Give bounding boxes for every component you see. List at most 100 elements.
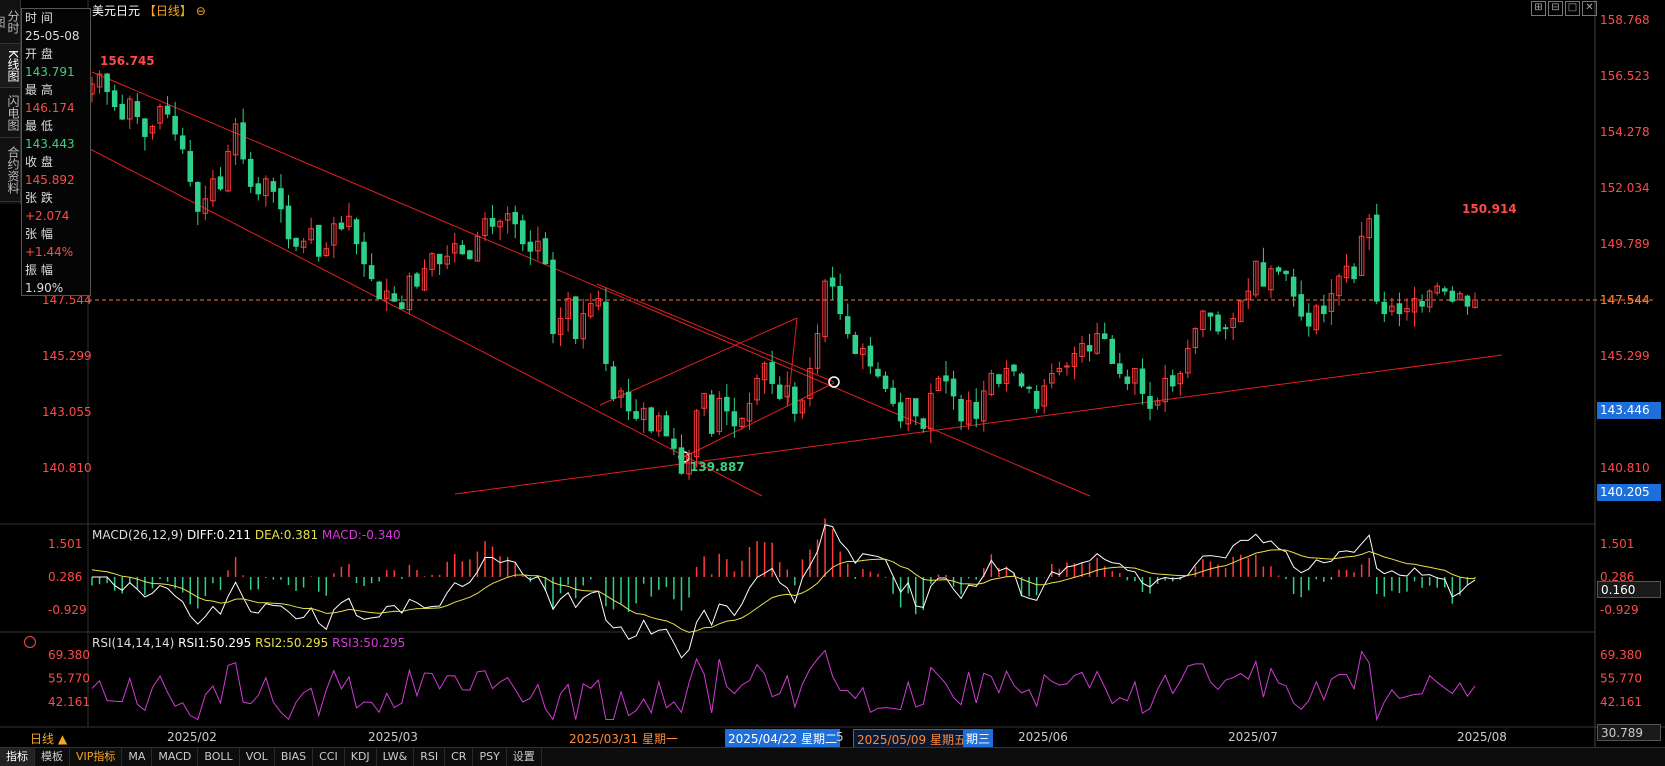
- rsi-axis-left: 42.161: [48, 695, 90, 709]
- macd-axis-right: 0.286: [1600, 570, 1634, 584]
- tab-cci[interactable]: CCI: [313, 748, 345, 766]
- tab-intraday[interactable]: 分时图: [0, 0, 20, 44]
- candle-body: [754, 377, 760, 401]
- close-icon[interactable]: ✕: [1582, 1, 1597, 16]
- macd-axis-left: 0.286: [48, 570, 82, 584]
- candle-body: [210, 178, 216, 202]
- macd-value: MACD:-0.340: [321, 528, 401, 542]
- candle-body: [814, 333, 821, 369]
- candle-body: [315, 224, 322, 257]
- tab-kdj[interactable]: KDJ: [345, 748, 377, 766]
- pct-label: 张 幅: [25, 227, 53, 241]
- rsi-axis-right: 55.770: [1600, 672, 1642, 686]
- date-highlight-0422: 2025/04/22 星期二: [725, 729, 840, 748]
- tab-lw[interactable]: LW&: [377, 748, 415, 766]
- current-price-label: 147.544: [1600, 293, 1650, 307]
- date-label-jun: 2025/06: [1018, 730, 1068, 744]
- candle-body: [331, 223, 337, 246]
- candle-body: [943, 375, 949, 382]
- candle-body: [1275, 267, 1282, 272]
- symbol-name: 美元日元: [92, 4, 141, 18]
- low-price-tag: 140.205: [1597, 484, 1661, 501]
- candle-body: [444, 255, 450, 265]
- candle-body: [414, 273, 420, 287]
- price-axis-label: 158.768: [1600, 13, 1650, 27]
- rsi-axis-bottom: 30.789: [1597, 724, 1661, 741]
- period-toggle[interactable]: 日线 ▲: [30, 732, 68, 746]
- date-axis: 日线 ▲ 2025/02 2025/03 2025/03/31 星期一 2025…: [0, 727, 1595, 750]
- tab-vip-indicator[interactable]: VIP指标: [70, 748, 123, 766]
- tab-indicator[interactable]: 指标: [0, 748, 35, 766]
- tab-macd[interactable]: MACD: [152, 748, 199, 766]
- maximize-icon[interactable]: □: [1565, 1, 1580, 16]
- candle-body: [1419, 300, 1425, 307]
- candle-body: [1154, 400, 1161, 406]
- candle-body: [950, 378, 957, 397]
- tab-vol[interactable]: VOL: [240, 748, 275, 766]
- candle-body: [474, 235, 481, 262]
- candle-body: [406, 275, 413, 311]
- tab-boll[interactable]: BOLL: [198, 748, 240, 766]
- candle-body: [882, 375, 889, 389]
- tab-kline[interactable]: K线图: [0, 44, 20, 88]
- circle-minus-icon[interactable]: ⊖: [195, 4, 206, 18]
- rsi-settings-icon[interactable]: [24, 636, 36, 648]
- candle-body: [149, 125, 156, 134]
- price-axis-label: 145.299: [1600, 349, 1650, 363]
- candle-body: [467, 250, 473, 260]
- tab-psy[interactable]: PSY: [473, 748, 507, 766]
- left-price-label: 143.055: [42, 405, 92, 419]
- tab-contract-info[interactable]: 合约资料: [0, 138, 20, 202]
- tab-ma[interactable]: MA: [122, 748, 153, 766]
- candle-body: [663, 415, 670, 437]
- price-axis-label: 156.523: [1600, 69, 1650, 83]
- candle-body: [1389, 305, 1395, 312]
- tab-bias[interactable]: BIAS: [275, 748, 314, 766]
- candle-body: [1434, 285, 1440, 294]
- candle-body: [240, 122, 246, 160]
- candle-body: [421, 268, 428, 291]
- layout-split-icon[interactable]: ⊟: [1548, 1, 1563, 16]
- candle-body: [96, 73, 103, 88]
- candle-body: [451, 243, 458, 254]
- candle-body: [1253, 260, 1259, 296]
- candle-body: [1396, 303, 1403, 315]
- macd-axis-left: -0.929: [48, 603, 87, 617]
- candle-body: [1026, 386, 1032, 389]
- tab-settings[interactable]: 设置: [507, 748, 542, 766]
- candle-body: [1381, 301, 1388, 315]
- candle-body: [844, 316, 851, 335]
- candle-body: [429, 253, 435, 270]
- candle-body: [928, 392, 934, 430]
- tab-template[interactable]: 模板: [35, 748, 70, 766]
- candle-body: [678, 447, 685, 474]
- date-highlight-0509: 2025/05/09 星期五: [853, 729, 970, 750]
- tab-lightning[interactable]: 闪电图: [0, 88, 20, 138]
- macd-dea: DEA:0.381: [254, 528, 319, 542]
- pct-value: +1.44%: [25, 245, 74, 259]
- layout-grid-icon[interactable]: ⊞: [1531, 1, 1546, 16]
- cursor-price-tag: 143.446: [1597, 402, 1661, 419]
- candle-body: [1305, 312, 1312, 327]
- candle-body: [520, 220, 526, 245]
- tab-cr[interactable]: CR: [445, 748, 474, 766]
- price-axis-label: 152.034: [1600, 181, 1650, 195]
- candle-body: [610, 366, 617, 399]
- date-label-jul: 2025/07: [1228, 730, 1278, 744]
- candle-body: [383, 290, 390, 299]
- price-axis-label: 147.544: [1600, 293, 1650, 307]
- candle-body: [1237, 300, 1244, 323]
- tab-rsi[interactable]: RSI: [414, 748, 446, 766]
- price-axis-label: 154.278: [1600, 125, 1650, 139]
- candle-body: [1351, 266, 1357, 280]
- period-label: 【日线】: [143, 4, 192, 18]
- candle-body: [1049, 372, 1055, 384]
- candle-body: [353, 219, 360, 245]
- kline-chart[interactable]: 158.768 156.523 154.278 152.034 149.789 147.5…: [0, 0, 1665, 747]
- candle-body: [1298, 294, 1304, 317]
- candle-body: [111, 90, 118, 108]
- candle-body: [1109, 338, 1116, 364]
- candle-body: [293, 237, 299, 247]
- candle-body: [784, 385, 791, 398]
- candle-body: [572, 296, 579, 340]
